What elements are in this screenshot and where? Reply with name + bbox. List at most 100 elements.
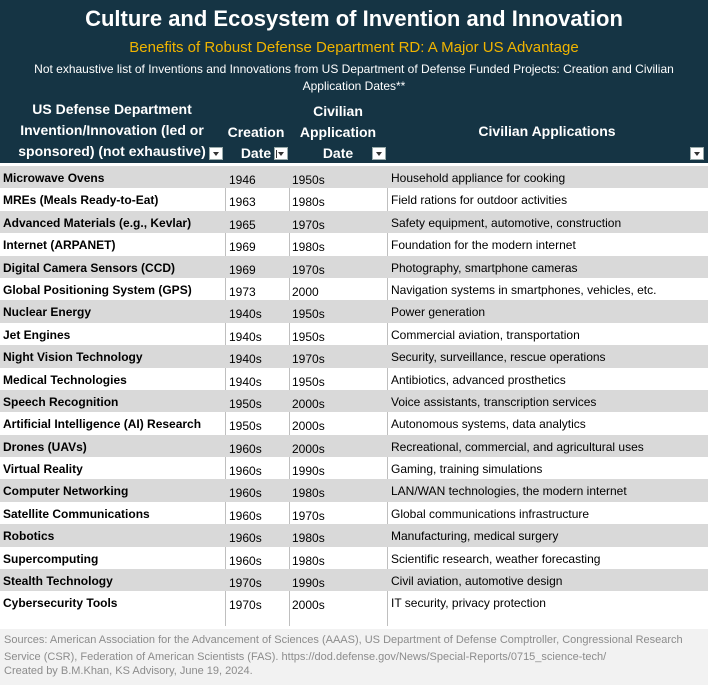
cell-invention: Advanced Materials (e.g., Kevlar): [3, 215, 192, 230]
cell-creation-date: 1950s: [229, 419, 262, 434]
column-header-creation-date: Creation Date: [227, 124, 285, 161]
cell-creation-date: 1969: [229, 262, 256, 277]
cell-application: LAN/WAN technologies, the modern interne…: [391, 484, 627, 499]
cell-civilian-date: 1980s: [292, 531, 325, 546]
table-row[interactable]: Computer Networking 1960s 1980s LAN/WAN tec…: [0, 479, 708, 502]
column-header-civilian-applications: Civilian Applications: [478, 123, 616, 139]
column-header-civilian-date: Civilian Application Date: [299, 103, 377, 161]
cell-creation-date: 1963: [229, 195, 256, 210]
cell-creation-date: 1940s: [229, 374, 262, 389]
cell-creation-date: 1960s: [229, 486, 262, 501]
filter-dropdown-civilian-date-icon[interactable]: [372, 147, 386, 160]
cell-creation-date: 1969: [229, 240, 256, 255]
table-row[interactable]: Night Vision Technology 1940s 1970s Securit…: [0, 345, 708, 368]
sort-filter-creation-date-icon[interactable]: [274, 147, 288, 160]
table-row[interactable]: Drones (UAVs) 1960s 2000s Recreational, com…: [0, 434, 708, 458]
cell-application: Civil aviation, automotive design: [391, 574, 563, 589]
sources-text: Sources: American Association for the Ad…: [4, 634, 683, 663]
table-row[interactable]: Cybersecurity Tools 1970s 2000s IT security…: [0, 591, 708, 613]
cell-civilian-date: 1950s: [292, 329, 325, 344]
cell-invention: Microwave Ovens: [3, 171, 105, 185]
cell-civilian-date: 1950s: [292, 374, 325, 389]
cell-creation-date: 1960s: [229, 531, 262, 546]
cell-civilian-date: 1950s: [292, 173, 325, 187]
table-row[interactable]: Robotics 1960s 1980s Manufacturing, medical…: [0, 524, 708, 547]
cell-civilian-date: 2000s: [292, 396, 325, 411]
cell-civilian-date: 1970s: [292, 352, 325, 367]
cell-application: Gaming, training simulations: [391, 462, 543, 477]
cell-creation-date: 1970s: [229, 598, 262, 613]
table-row[interactable]: MREs (Meals Ready-to-Eat) 1963 1980s Field …: [0, 188, 708, 210]
cell-application: Commercial aviation, transportation: [391, 327, 580, 342]
cell-creation-date: 1960s: [229, 508, 262, 523]
cell-creation-date: 1946: [229, 173, 256, 187]
cell-invention: Stealth Technology: [3, 574, 113, 589]
page-subtitle: Benefits of Robust Defense Department RD…: [129, 39, 579, 56]
table-row[interactable]: Artificial Intelligence (AI) Research 195…: [0, 412, 708, 434]
cell-civilian-date: 1970s: [292, 217, 325, 232]
table-row[interactable]: Stealth Technology 1970s 1990s Civil aviati…: [0, 569, 708, 592]
table-row[interactable]: Advanced Materials (e.g., Kevlar) 1965 197…: [0, 210, 708, 234]
cell-invention: Satellite Communications: [3, 506, 150, 521]
cell-invention: Speech Recognition: [3, 394, 119, 409]
cell-application: Manufacturing, medical surgery: [391, 529, 559, 544]
table-row[interactable]: Jet Engines 1940s 1950s Commercial aviation…: [0, 323, 708, 345]
cell-creation-date: 1970s: [229, 576, 262, 591]
cell-application: Field rations for outdoor activities: [391, 193, 568, 208]
cell-application: Photography, smartphone cameras: [391, 260, 578, 275]
cell-application: Household appliance for cooking: [391, 171, 566, 185]
cell-creation-date: 1950s: [229, 396, 262, 411]
cell-civilian-date: 1970s: [292, 508, 325, 523]
table-row[interactable]: Medical Technologies 1940s 1950s Antibiotic…: [0, 368, 708, 390]
cell-civilian-date: 2000s: [292, 419, 325, 434]
cell-civilian-date: 1950s: [292, 307, 325, 322]
cell-invention: Drones (UAVs): [3, 439, 87, 454]
cell-application: Voice assistants, transcription services: [391, 394, 597, 409]
filter-dropdown-applications-icon[interactable]: [690, 147, 704, 160]
cell-civilian-date: 1980s: [292, 553, 325, 568]
cell-invention: Digital Camera Sensors (CCD): [3, 260, 176, 275]
cell-creation-date: 1960s: [229, 464, 262, 479]
cell-civilian-date: 1990s: [292, 464, 325, 479]
cell-invention: Supercomputing: [3, 551, 99, 566]
cell-application: Recreational, commercial, and agricultur…: [391, 439, 644, 454]
table-header: Culture and Ecosystem of Invention and I…: [0, 0, 708, 163]
footer: [0, 629, 708, 685]
cell-civilian-date: 1990s: [292, 576, 325, 591]
cell-invention: Jet Engines: [3, 327, 71, 342]
cell-creation-date: 1973: [229, 284, 256, 299]
cell-invention: Nuclear Energy: [3, 305, 92, 320]
table-row[interactable]: Supercomputing 1960s 1980s Scientific resea…: [0, 547, 708, 569]
table-row[interactable]: Global Positioning System (GPS) 1973 2000 N…: [0, 278, 708, 300]
cell-application: Security, surveillance, rescue operation…: [391, 350, 606, 365]
table-row[interactable]: Satellite Communications 1960s 1970s Global…: [0, 502, 708, 524]
table-row[interactable]: Virtual Reality 1960s 1990s Gaming, trainin…: [0, 457, 708, 479]
cell-civilian-date: 2000: [292, 284, 319, 299]
table-row[interactable]: Microwave Ovens 1946 1950s Household applia…: [0, 166, 708, 189]
cell-civilian-date: 2000s: [292, 441, 325, 456]
cell-civilian-date: 1980s: [292, 240, 325, 255]
table-row[interactable]: Speech Recognition 1950s 2000s Voice assist…: [0, 389, 708, 413]
cell-invention: Night Vision Technology: [3, 350, 143, 365]
cell-creation-date: 1940s: [229, 329, 262, 344]
cell-civilian-date: 1980s: [292, 195, 325, 210]
cell-creation-date: 1960s: [229, 553, 262, 568]
data-table: Microwave Ovens 1946 1950s Household applia…: [0, 166, 708, 614]
cell-invention: Artificial Intelligence (AI) Research: [3, 417, 202, 432]
page-note: Not exhaustive list of Inventions and In…: [34, 62, 674, 93]
table-row[interactable]: Digital Camera Sensors (CCD) 1969 1970s Pho…: [0, 255, 708, 278]
table-row[interactable]: Nuclear Energy 1940s 1950s Power generation: [0, 300, 708, 323]
cell-invention: MREs (Meals Ready-to-Eat): [3, 193, 159, 208]
cell-civilian-date: 2000s: [292, 598, 325, 613]
cell-invention: Cybersecurity Tools: [3, 596, 118, 611]
table-row[interactable]: Internet (ARPANET) 1969 1980s Foundation fo…: [0, 233, 708, 255]
cell-application: Global communications infrastructure: [391, 506, 590, 521]
cell-application: Power generation: [391, 305, 486, 320]
page-title: Culture and Ecosystem of Invention and I…: [85, 6, 623, 31]
filter-dropdown-invention-icon[interactable]: [209, 147, 223, 160]
cell-application: Scientific research, weather forecasting: [391, 551, 601, 566]
cell-application: Foundation for the modern internet: [391, 238, 576, 253]
cell-creation-date: 1940s: [229, 307, 262, 322]
cell-application: IT security, privacy protection: [391, 596, 546, 611]
cell-invention: Computer Networking: [3, 484, 129, 499]
